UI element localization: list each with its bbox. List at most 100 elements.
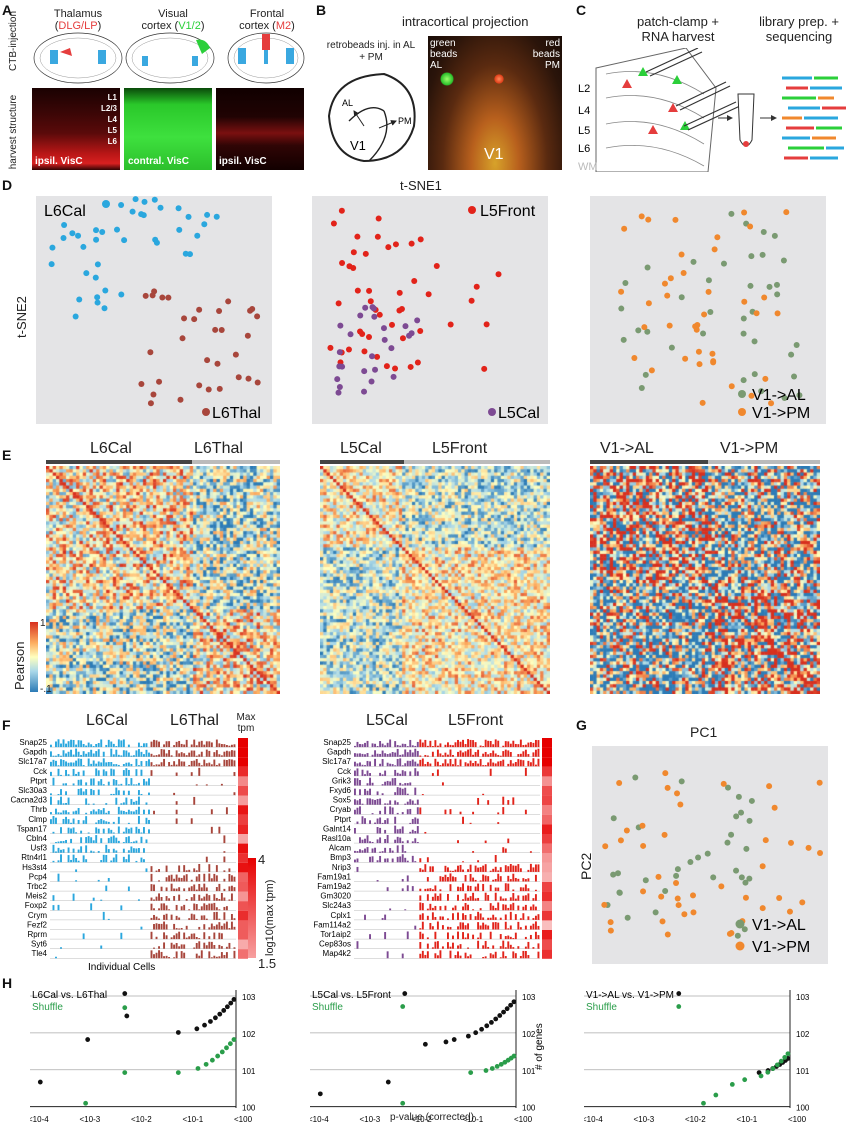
expression-bar (474, 865, 477, 872)
tsne-point-l5front (354, 233, 361, 240)
expression-bar (487, 762, 490, 767)
expression-bar (183, 865, 186, 872)
expression-bar (183, 744, 186, 748)
expression-bar (527, 916, 530, 920)
expression-bar (218, 898, 221, 901)
pca-point-pm (805, 844, 812, 851)
pca-point-al (662, 888, 669, 895)
expression-bar (401, 878, 404, 882)
expression-bar (527, 878, 530, 882)
expression-bar (459, 955, 462, 959)
tsne-point-l5front (392, 241, 399, 248)
expression-bar (497, 870, 500, 872)
tsne-point-al (705, 277, 712, 284)
tsne-point-l6cal (141, 198, 148, 205)
expression-bar (60, 849, 62, 853)
expression-bar (502, 759, 505, 767)
row-label-harvest: harvest structure (8, 94, 19, 170)
tsne-point-pm (672, 216, 679, 223)
expression-bar (439, 743, 442, 748)
expression-bar (158, 764, 160, 767)
expression-bar (426, 915, 429, 920)
expression-bar (504, 741, 507, 748)
expression-bar (140, 769, 143, 776)
expression-bar (198, 909, 201, 911)
expression-bar (366, 835, 369, 844)
expression-bar (203, 915, 206, 920)
f-left-header-a: L6Cal (86, 712, 128, 729)
expression-bar (522, 950, 525, 959)
expression-bar (507, 928, 510, 930)
expression-bar (220, 744, 223, 748)
expression-bar (359, 789, 361, 796)
max-tpm-cell (238, 949, 248, 959)
panel-label-d: D (2, 177, 13, 193)
h-point-shuffle (511, 1053, 517, 1059)
tsne-point-al (707, 309, 714, 316)
expression-bar (419, 902, 422, 911)
max-tpm-cell (542, 757, 552, 767)
expression-bar (57, 765, 60, 767)
expression-bar (527, 955, 530, 959)
expression-bar (208, 864, 211, 872)
expression-bar (494, 951, 497, 959)
expression-bar (497, 873, 500, 882)
expression-bar (205, 856, 208, 863)
pca-point-al (674, 866, 681, 873)
expression-bar (52, 895, 55, 901)
expression-bar (494, 878, 497, 882)
h-point-shuffle (758, 1073, 764, 1079)
expression-bar (107, 849, 110, 853)
expression-bar (122, 770, 125, 776)
h-point-real (231, 997, 237, 1002)
pca-point-pm (655, 873, 662, 880)
tsne-point-l5cal (357, 312, 364, 319)
expression-bar (65, 783, 67, 786)
expression-bar (497, 754, 500, 757)
e1-bar-a (46, 460, 192, 464)
tsne-point-al (748, 253, 755, 260)
expression-bar (120, 755, 123, 757)
expression-bar (190, 760, 193, 767)
expression-bar (198, 926, 201, 930)
expression-bar (125, 811, 128, 815)
expression-bar (379, 817, 382, 824)
expression-bar (371, 799, 374, 805)
h-shuffle-label: Shuffle (586, 1002, 617, 1013)
expression-bar (386, 803, 389, 805)
expression-bar (130, 799, 133, 805)
expression-bar (218, 743, 221, 748)
expression-bar (100, 860, 103, 863)
gene-bars-left: Snap25GapdhSlc17a7CckPtprtSlc30a3Cacna2d… (11, 738, 248, 973)
expression-bar (208, 750, 211, 757)
tsne-point-pm (741, 209, 748, 216)
expression-bar (426, 943, 429, 949)
expression-bar (210, 903, 213, 911)
expression-bar (524, 879, 527, 882)
expression-bar (396, 748, 399, 757)
tsne-point-l5front (354, 287, 361, 294)
expression-bar (117, 806, 120, 815)
tsne-point-l5front (411, 278, 418, 285)
expression-bar (213, 955, 216, 959)
e3-bar-a (590, 460, 708, 464)
expression-bar (464, 902, 467, 911)
tsne-point-l6thal (142, 292, 149, 299)
expression-bar (178, 877, 181, 882)
expression-bar (52, 831, 55, 834)
expression-bar (379, 855, 382, 863)
h-point-real (85, 1037, 91, 1042)
expression-bar (95, 835, 98, 844)
tsne-point-l6cal (101, 305, 108, 312)
max-tpm-cell (238, 920, 248, 930)
pca-point-al (738, 809, 745, 816)
tsne-point-al (751, 338, 758, 345)
tsne-point-l6thal (151, 288, 158, 295)
h-point-real (479, 1026, 484, 1032)
expression-bar (366, 740, 369, 748)
expression-bar (198, 863, 201, 872)
expression-bar (424, 888, 427, 892)
expression-bar (173, 878, 176, 882)
h-xtick: <100 (788, 1115, 807, 1124)
tsne-point-l6thal (179, 335, 186, 342)
